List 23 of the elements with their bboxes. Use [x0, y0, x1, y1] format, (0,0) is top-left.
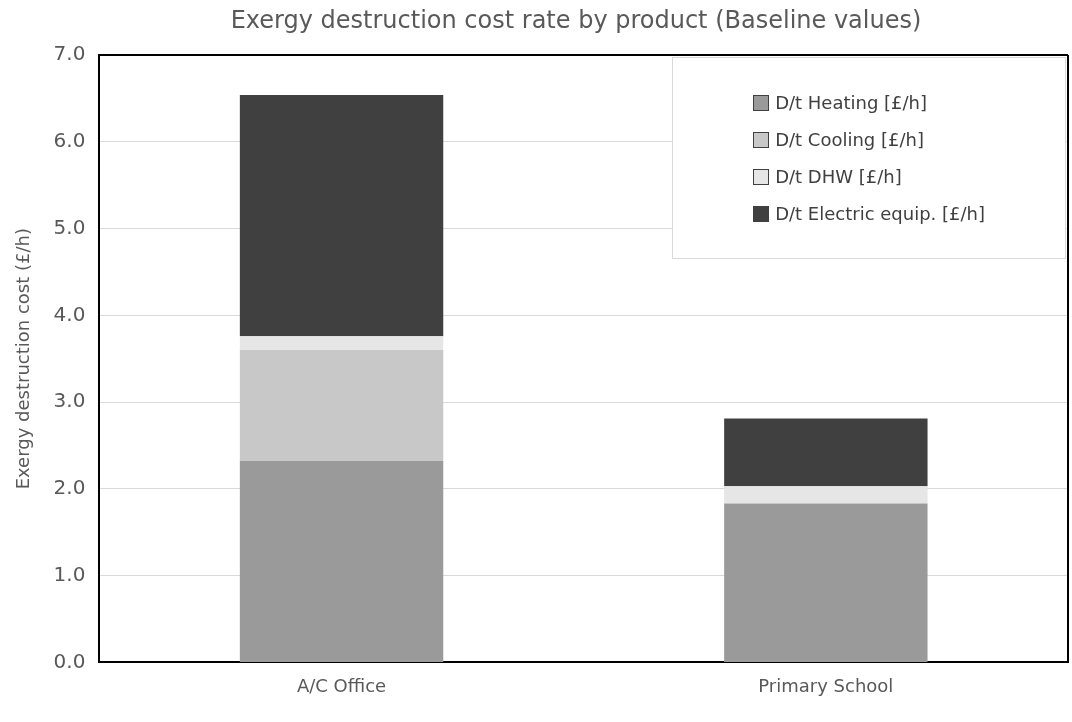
bar	[724, 503, 928, 662]
bar	[239, 336, 444, 351]
legend-label: D/t Heating [£/h]	[775, 92, 928, 113]
y-tick-label: 2.0	[53, 475, 86, 500]
x-tick-label: Primary School	[758, 674, 894, 696]
bar	[724, 486, 928, 504]
y-tick-label: 7.0	[53, 41, 86, 66]
legend-label: D/t Cooling [£/h]	[775, 129, 924, 150]
y-tick-label: 4.0	[53, 301, 86, 326]
y-tick-label: 6.0	[53, 127, 86, 152]
y-tick-label: 0.0	[53, 648, 86, 673]
x-tick-label: A/C Office	[296, 674, 387, 696]
y-axis-title: Exergy destruction cost (£/h)	[12, 228, 34, 490]
y-tick-label: 1.0	[53, 561, 86, 586]
legend-label: D/t DHW [£/h]	[775, 166, 902, 187]
y-tick-label: 3.0	[53, 388, 86, 413]
legend-label: D/t Electric equip. [£/h]	[775, 203, 985, 224]
bar	[724, 418, 928, 487]
bar	[239, 350, 444, 462]
y-tick-label: 5.0	[53, 214, 86, 239]
bar	[239, 94, 444, 337]
chart-title: Exergy destruction cost rate by product (Baseline values)	[229, 6, 923, 34]
bar	[239, 461, 444, 662]
